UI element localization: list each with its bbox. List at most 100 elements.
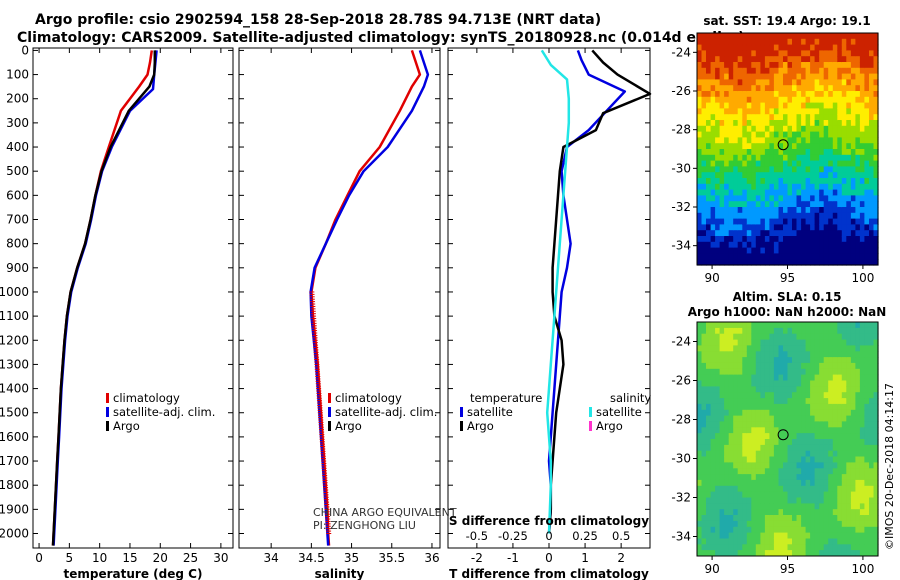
map-cell <box>810 421 816 428</box>
map-cell <box>715 33 721 40</box>
map-cell <box>828 62 834 69</box>
map-cell <box>823 497 829 504</box>
map-cell <box>841 172 847 179</box>
map-cell <box>769 538 775 545</box>
map-cell <box>869 468 875 475</box>
map-cell <box>778 456 784 463</box>
map-cell <box>778 520 784 528</box>
map-cell <box>787 178 793 185</box>
map-cell <box>823 462 829 469</box>
map-cell <box>715 166 721 173</box>
map-cell <box>837 85 843 92</box>
map-cell <box>737 247 743 254</box>
map-cell <box>746 178 752 185</box>
map-cell <box>805 236 811 243</box>
map-cell <box>701 85 707 92</box>
map-cell <box>832 345 838 352</box>
map-cell <box>724 183 730 191</box>
map-cell <box>783 143 789 150</box>
map-cell <box>742 333 748 341</box>
map-cell <box>724 259 730 266</box>
map-cell <box>724 357 730 364</box>
map-cell <box>728 172 734 179</box>
difference-panel: -2 -1 0 1 2T difference from climatology-0.5… <box>447 47 651 580</box>
map-cell <box>823 421 829 428</box>
map-cell <box>837 538 843 545</box>
map-cell <box>819 44 825 51</box>
map-cell <box>819 143 825 150</box>
map-cell <box>742 44 748 51</box>
map-cell <box>710 550 716 557</box>
map-cell <box>792 120 798 127</box>
map-cell <box>864 178 870 185</box>
map-cell <box>733 172 739 179</box>
map-cell <box>787 538 793 545</box>
y-tick-label: 1700 <box>0 454 29 468</box>
map-cell <box>733 327 739 335</box>
map-cell <box>742 421 748 428</box>
map-cell <box>755 450 761 458</box>
map-cell <box>801 178 807 185</box>
map-cell <box>760 73 766 80</box>
map-cell <box>823 241 829 249</box>
map-cell <box>764 509 770 516</box>
map-cell <box>737 230 743 237</box>
map-cell <box>755 154 761 162</box>
map-cell <box>778 79 784 86</box>
map-cell <box>869 230 875 237</box>
map-cell <box>841 230 847 237</box>
map-cell <box>873 218 879 225</box>
map-cell <box>823 415 829 422</box>
map-cell <box>764 137 770 144</box>
map-cell <box>841 327 847 335</box>
map-cell <box>751 241 757 249</box>
map-cell <box>746 403 752 411</box>
map-cell <box>742 56 748 63</box>
map-cell <box>724 230 730 237</box>
map-cell <box>728 550 734 557</box>
map-cell <box>755 73 761 80</box>
map-cell <box>733 125 739 133</box>
map-cell <box>841 550 847 557</box>
map-cell <box>746 143 752 150</box>
map-cell <box>733 444 739 452</box>
map-cell <box>805 143 811 150</box>
map-cell <box>751 38 757 46</box>
map-cell <box>724 439 730 446</box>
map-cell <box>710 201 716 208</box>
map-cell <box>778 131 784 138</box>
map-cell <box>873 403 879 411</box>
map-cell <box>760 212 766 220</box>
map-cell <box>746 62 752 69</box>
map-cell <box>796 497 802 504</box>
map-cell <box>710 38 716 46</box>
map-cell <box>760 50 766 57</box>
map-cell <box>828 427 834 434</box>
map-cell <box>855 38 861 46</box>
map-cell <box>832 236 838 243</box>
map-cell <box>769 386 775 393</box>
map-cell <box>823 427 829 434</box>
map-cell <box>855 538 861 545</box>
map-cell <box>751 73 757 80</box>
map-cell <box>697 172 703 179</box>
map-cell <box>787 44 793 51</box>
map-cell <box>728 154 734 162</box>
map-cell <box>760 351 766 358</box>
map-cell <box>841 462 847 469</box>
map-cell <box>832 409 838 417</box>
y-tick-label: 900 <box>6 261 29 275</box>
map-cell <box>869 491 875 498</box>
map-cell <box>846 485 852 493</box>
map-cell <box>837 503 843 510</box>
map-cell <box>742 409 748 417</box>
map-cell <box>737 166 743 173</box>
map-cell <box>706 102 712 109</box>
map-cell <box>869 50 875 57</box>
map-cell <box>828 403 834 411</box>
map-cell <box>819 247 825 254</box>
map-cell <box>841 143 847 150</box>
map-cell <box>837 491 843 498</box>
map-cell <box>760 550 766 557</box>
map-cell <box>701 479 707 487</box>
